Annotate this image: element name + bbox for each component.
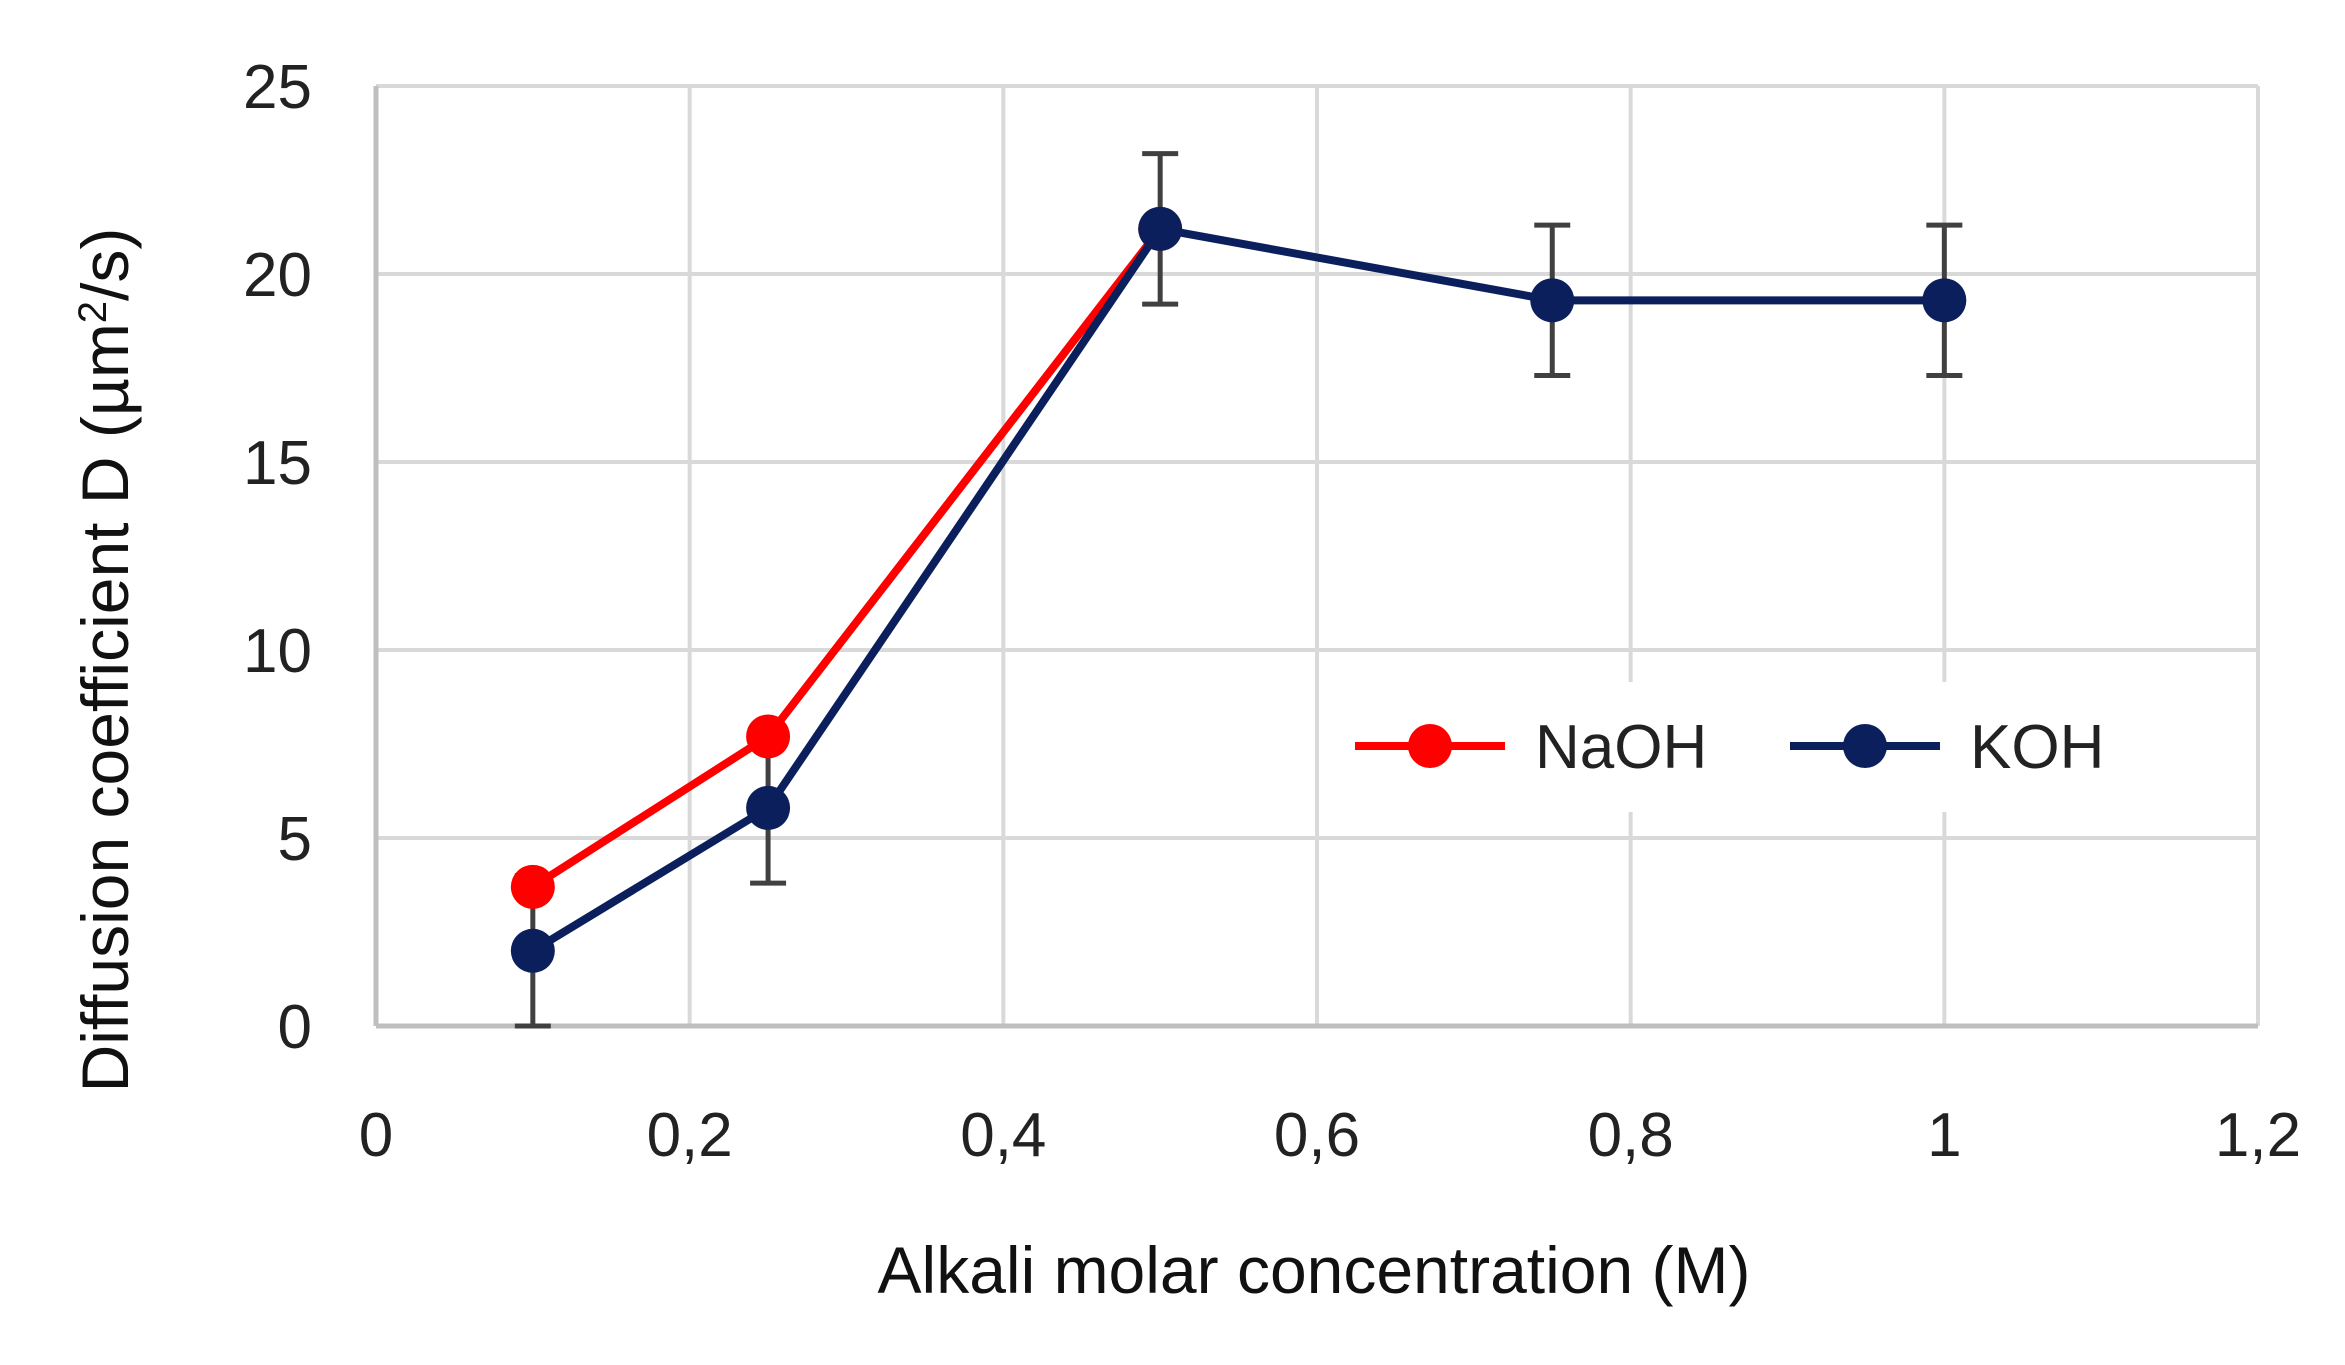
legend-label-naoh: NaOH (1535, 713, 1707, 782)
data-point-koh (1530, 278, 1575, 323)
y-tick-label: 15 (243, 429, 312, 498)
x-axis-title: Alkali molar concentration (M) (878, 1233, 1751, 1307)
x-tick-label: 0,4 (960, 1101, 1046, 1170)
y-tick-label: 0 (278, 993, 312, 1062)
y-tick-label: 20 (243, 241, 312, 310)
y-axis-title-main: Diffusion coefficient D (µm (68, 323, 142, 1092)
data-point-koh (1138, 206, 1183, 251)
legend-marker-koh (1843, 724, 1887, 768)
data-point-koh (746, 785, 791, 830)
tick-labels: 0 0,2 0,4 0,6 0,8 1 1,2 0 5 10 15 20 25 (243, 53, 2301, 1170)
y-tick-label: 25 (243, 53, 312, 122)
y-tick-label: 5 (278, 805, 312, 874)
series-layer (510, 151, 1967, 1029)
x-tick-label: 0,2 (647, 1101, 733, 1170)
data-point-naoh (510, 864, 555, 909)
y-tick-label: 10 (243, 617, 312, 686)
legend-label-koh: KOH (1970, 713, 2104, 782)
y-axis-title-end: /s) (68, 228, 142, 301)
x-tick-label: 0,6 (1274, 1101, 1360, 1170)
legend: NaOH KOH (1328, 682, 2128, 812)
x-tick-label: 0,8 (1588, 1101, 1674, 1170)
axes (373, 86, 2258, 1029)
y-axis-title-sup: 2 (71, 301, 115, 323)
legend-marker-naoh (1408, 724, 1452, 768)
x-tick-label: 0 (359, 1101, 393, 1170)
y-axis-title: Diffusion coefficient D (µm2/s) (68, 228, 142, 1093)
x-tick-label: 1 (1927, 1101, 1961, 1170)
data-point-koh (1922, 278, 1967, 323)
data-point-koh (510, 928, 555, 973)
x-tick-label: 1,2 (2215, 1101, 2301, 1170)
data-point-naoh (746, 714, 791, 759)
